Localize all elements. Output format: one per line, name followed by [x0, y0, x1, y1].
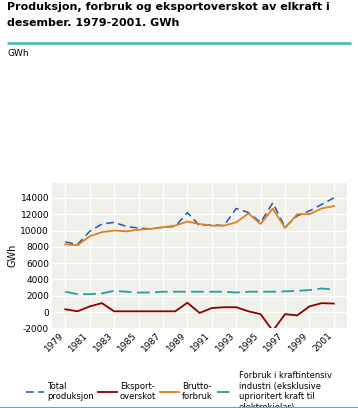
Legend: Total
produksjon, Eksport-
overskot, Brutto-
forbruk, Forbruk i kraftintensiv
in: Total produksjon, Eksport- overskot, Bru… [22, 368, 335, 408]
Text: Produksjon, forbruk og eksportoverskot av elkraft i: Produksjon, forbruk og eksportoverskot a… [7, 2, 330, 12]
Text: GWh: GWh [7, 49, 29, 58]
Y-axis label: GWh: GWh [8, 243, 18, 267]
Text: desember. 1979-2001. GWh: desember. 1979-2001. GWh [7, 18, 179, 29]
